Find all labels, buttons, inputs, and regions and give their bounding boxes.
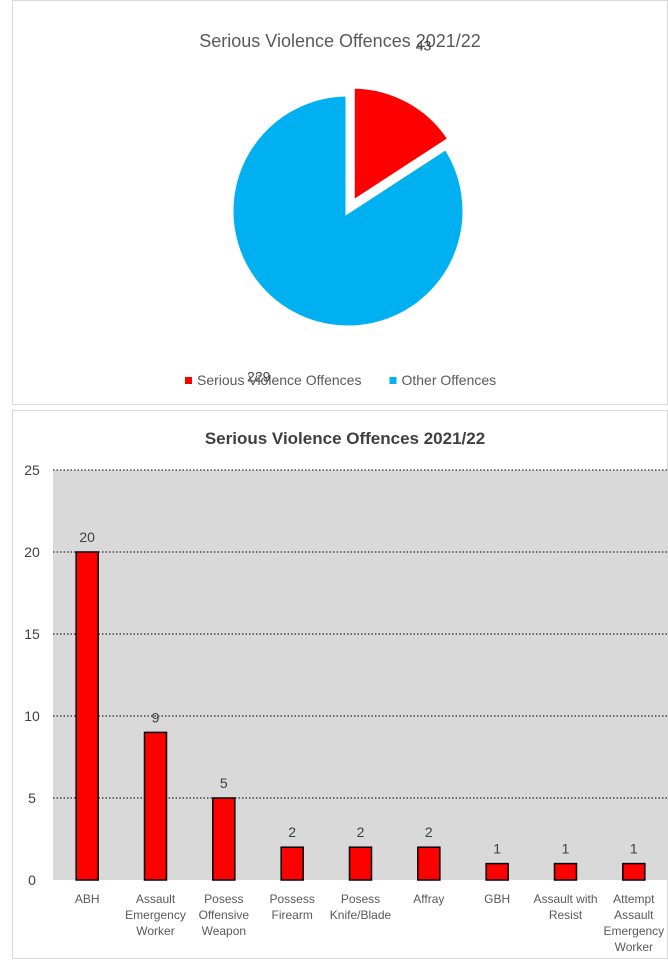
- legend-marker-other-offences: [389, 377, 397, 384]
- bar-value-label: 2: [288, 824, 296, 840]
- bar-posess-offensive-weapon: [212, 797, 236, 881]
- pie-slice-other-offences: [228, 91, 468, 331]
- pie-chart: Serious Violence Offences 2021/22 43229 …: [185, 31, 496, 388]
- x-tick-label: Assault with Resist: [533, 892, 597, 922]
- pie-chart-title: Serious Violence Offences 2021/22: [199, 31, 481, 51]
- x-tick-label: Posess Offensive Weapon: [199, 892, 250, 938]
- y-tick-label: 5: [28, 790, 36, 806]
- y-tick-label: 0: [28, 872, 36, 888]
- x-tick-label: Affray: [413, 892, 444, 906]
- bar-value-label: 1: [562, 841, 570, 857]
- bar-posess-knife-blade: [348, 846, 373, 881]
- bar-possess-firearm: [280, 846, 304, 881]
- legend-label-serious-violence-offences: Serious Violence Offences: [197, 372, 361, 388]
- x-tick-label: Possess Firearm: [269, 892, 314, 922]
- pie-chart-panel: Serious Violence Offences 2021/22 43 229 …: [12, 0, 668, 405]
- bar-assault-with-resist: [553, 862, 578, 881]
- bar-chart: Serious Violence Offences 2021/22 051015…: [24, 429, 668, 954]
- bar-value-label: 2: [425, 824, 433, 840]
- y-tick-label: 20: [24, 544, 40, 560]
- pie-data-label: 229: [247, 368, 271, 384]
- bar-value-label: 1: [493, 841, 501, 857]
- bar-chart-panel: Serious Violence Offences 2021/22 0 5 10 15…: [12, 410, 668, 959]
- x-tick-label: Attempt Assault Emergency Worker: [603, 892, 664, 954]
- x-tick-label: Assault Emergency Worker: [125, 892, 186, 938]
- x-tick-label: GBH: [484, 892, 510, 906]
- legend-label-other-offences: Other Offences: [401, 372, 496, 388]
- bar-value-label: 5: [220, 775, 228, 791]
- pie-slice-serious-violence-offences: [349, 83, 454, 208]
- bar-value-label: 9: [152, 709, 160, 725]
- legend-marker-serious-violence-offences: [185, 377, 192, 384]
- y-tick-label: 10: [24, 708, 40, 724]
- bar-attempt-assault-emergency-worker: [622, 862, 646, 881]
- x-tick-label: ABH: [75, 892, 100, 906]
- x-tick-label: Posess Knife/Blade: [330, 892, 392, 922]
- bar-value-label: 1: [630, 841, 638, 857]
- bar-value-label: 2: [357, 824, 365, 840]
- y-tick-label: 25: [24, 462, 40, 478]
- bar-chart-title: Serious Violence Offences 2021/22: [205, 429, 485, 448]
- bar-abh: [75, 551, 99, 881]
- bar-value-label: 20: [79, 529, 95, 545]
- y-tick-label: 15: [24, 626, 40, 642]
- bar-assault-emergency-worker: [143, 731, 168, 881]
- bar-gbh: [485, 862, 509, 881]
- pie-data-label: 43: [416, 38, 432, 54]
- bar-affray: [417, 846, 441, 881]
